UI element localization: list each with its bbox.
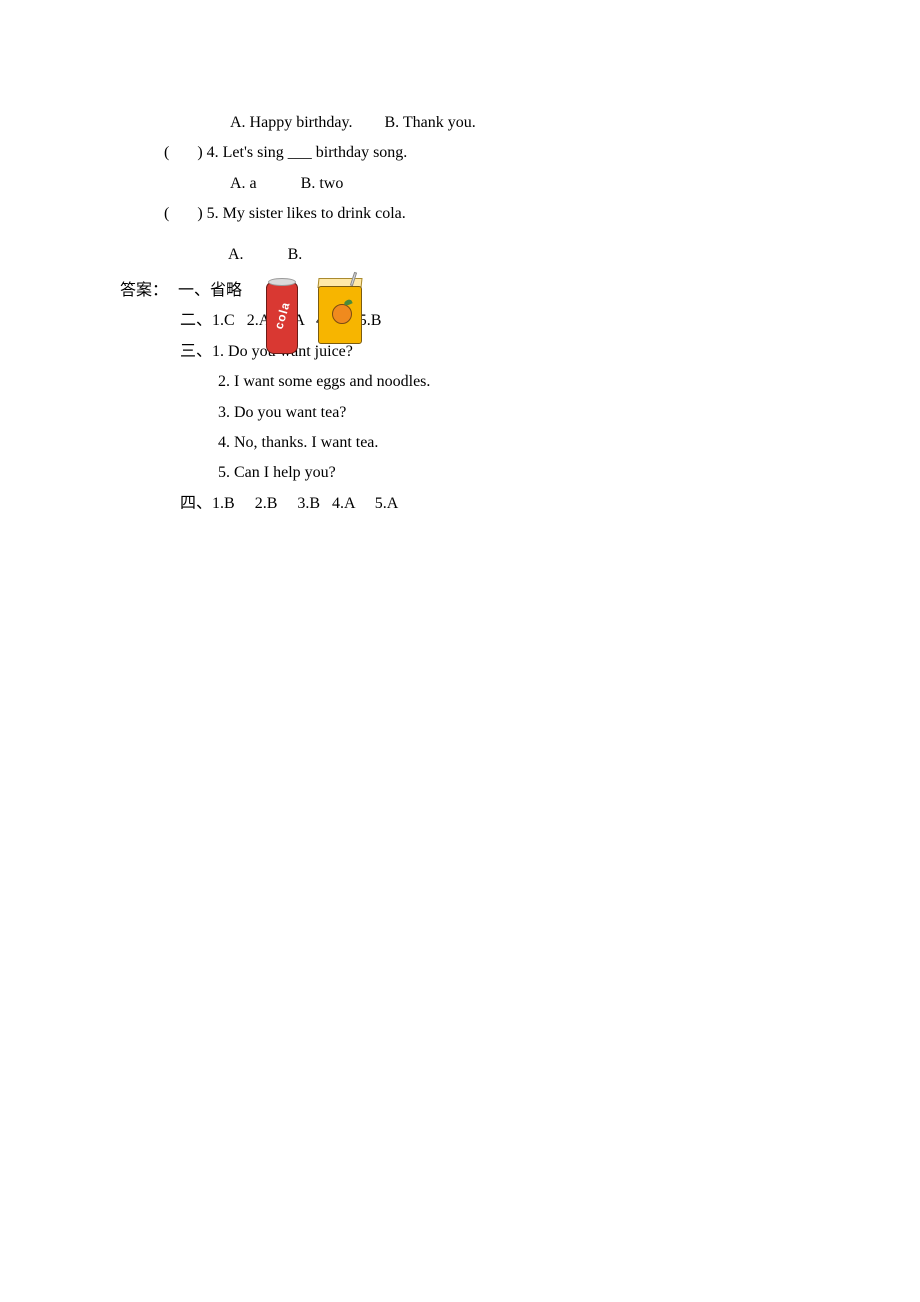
- ans3-item4: 4. No, thanks. I want tea.: [120, 428, 920, 458]
- answer-section-2: 二、1.C 2.A 3.A 4.C 5.B: [120, 306, 920, 336]
- q4-opt-a: A. a: [230, 175, 257, 192]
- ans4-label: 四、: [180, 495, 212, 512]
- ans1-label: 一、: [178, 276, 210, 306]
- q4-stem: ( ) 4. Let's sing ___ birthday song.: [120, 138, 920, 168]
- answers-heading: 答案：: [120, 276, 178, 306]
- answer-section-3-line1: 三、1. Do you want juice?: [120, 337, 920, 367]
- q3-opt-a: A. Happy birthday.: [230, 114, 353, 131]
- q4-opt-b: B. two: [301, 175, 344, 192]
- answer-section-4: 四、1.B 2.B 3.B 4.A 5.A: [120, 489, 920, 519]
- ans3-label: 三、: [180, 343, 212, 360]
- q4-options: A. a B. two: [120, 169, 920, 199]
- q3-opt-b: B. Thank you.: [385, 114, 476, 131]
- q5-opt-b-label: B.: [288, 240, 303, 270]
- ans3-item3: 3. Do you want tea?: [120, 398, 920, 428]
- ans1-text: 省略: [210, 276, 242, 306]
- q5-opt-a-label: A.: [228, 240, 244, 270]
- ans3-item2: 2. I want some eggs and noodles.: [120, 367, 920, 397]
- answer-section-1: 答案： 一、 省略: [120, 276, 920, 306]
- ans4-text: 1.B 2.B 3.B 4.A 5.A: [212, 495, 398, 512]
- q5-stem: ( ) 5. My sister likes to drink cola.: [120, 199, 920, 229]
- q5-options: A. cola B.: [120, 240, 920, 270]
- ans2-label: 二、: [180, 312, 212, 329]
- ans3-item5: 5. Can I help you?: [120, 458, 920, 488]
- q3-options: A. Happy birthday. B. Thank you.: [120, 108, 920, 138]
